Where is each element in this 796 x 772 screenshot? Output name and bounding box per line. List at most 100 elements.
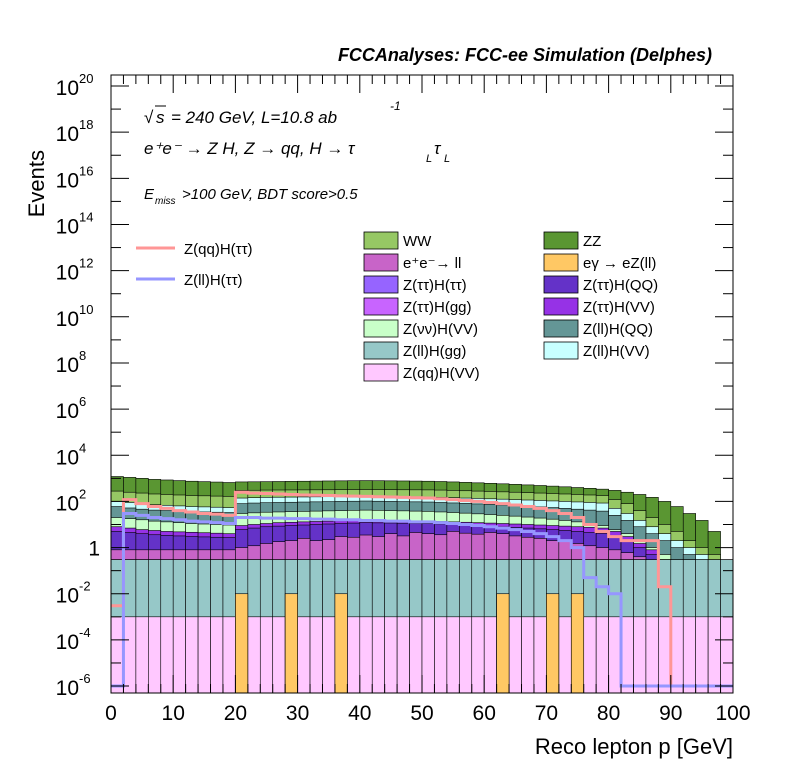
energy-lumi-text: = 240 GeV, L=10.8 ab bbox=[171, 108, 337, 127]
bar-zqq_hvv-24 bbox=[409, 616, 423, 694]
bar-egamma-5 bbox=[570, 593, 585, 694]
sqrt-s-symbol: s bbox=[156, 108, 165, 127]
y-tick-exponent: 14 bbox=[79, 209, 93, 224]
y-tick-label: 10 bbox=[56, 400, 79, 423]
bar-zqq_hvv-8 bbox=[210, 616, 224, 694]
y-tick-label: 10 bbox=[56, 354, 79, 377]
selection-text: >100 GeV, BDT score>0.5 bbox=[182, 186, 358, 203]
bar-zqq_hvv-20 bbox=[359, 616, 373, 694]
y-tick-label: 10 bbox=[56, 262, 79, 285]
bar-zqq_hvv-3 bbox=[148, 616, 162, 694]
x-tick-label: 70 bbox=[535, 702, 558, 725]
legend-label: Z(νν)H(VV) bbox=[403, 321, 478, 338]
x-tick-label: 50 bbox=[410, 702, 433, 725]
legend-swatch bbox=[543, 275, 579, 294]
bar-zqq_hvv-29 bbox=[471, 616, 485, 694]
legend-label: Z(ττ)H(gg) bbox=[403, 299, 472, 316]
bar-zqq_hvv-28 bbox=[459, 616, 473, 694]
y-tick-label: 10 bbox=[56, 631, 79, 654]
emiss-subscript: miss bbox=[155, 196, 176, 207]
bar-zqq_hvv-23 bbox=[396, 616, 410, 694]
x-ticks: 0 10 20 30 40 50 60 70 80 90 100 bbox=[105, 75, 751, 725]
legend-label: Z(ττ)H(VV) bbox=[583, 299, 655, 316]
y-tick-label: 1 bbox=[88, 538, 100, 561]
bar-zqq_hvv-40 bbox=[608, 616, 622, 694]
y-tick-label: 10 bbox=[56, 308, 79, 331]
legend-label: Z(ll)H(QQ) bbox=[583, 321, 653, 338]
process-annotation: e⁺e⁻ → Z H, Z → qq, H → τ L τ L bbox=[144, 139, 450, 165]
y-tick-exponent: 6 bbox=[79, 394, 86, 409]
bar-zqq_hvv-34 bbox=[533, 616, 547, 694]
y-tick-label: 10 bbox=[56, 677, 79, 700]
y-tick-exponent: -4 bbox=[79, 625, 91, 640]
y-tick-label: 10 bbox=[56, 492, 79, 515]
legend-swatch bbox=[543, 253, 579, 272]
y-tick-label: 10 bbox=[56, 215, 79, 238]
x-tick-label: 0 bbox=[105, 702, 117, 725]
legend-signal-label: Z(qq)H(ττ) bbox=[184, 241, 253, 258]
legend-swatch bbox=[363, 231, 399, 250]
bar-zqq_hvv-0 bbox=[110, 616, 124, 694]
legend-label: e⁺e⁻→ ll bbox=[403, 255, 461, 272]
bar-zqq_hvv-16 bbox=[309, 616, 323, 694]
bar-zqq_hvv-17 bbox=[322, 616, 336, 694]
bar-zqq_hvv-22 bbox=[384, 616, 398, 694]
bar-zqq_hvv-32 bbox=[508, 616, 522, 694]
x-tick-label: 10 bbox=[162, 702, 185, 725]
y-tick-exponent: 12 bbox=[79, 256, 93, 271]
bar-zqq_hvv-36 bbox=[558, 616, 572, 694]
bar-zqq_hvv-39 bbox=[595, 616, 609, 694]
bar-zqq_hvv-44 bbox=[658, 616, 672, 694]
bar-zqq_hvv-47 bbox=[695, 616, 709, 694]
legend-label: Z(ττ)H(ττ) bbox=[403, 277, 467, 294]
bar-zqq_hvv-11 bbox=[247, 616, 261, 694]
legend-swatch bbox=[363, 341, 399, 360]
x-tick-label: 60 bbox=[473, 702, 496, 725]
y-tick-exponent: 2 bbox=[79, 486, 86, 501]
selection-annotation: E miss >100 GeV, BDT score>0.5 bbox=[144, 186, 358, 207]
tau2-subscript: L bbox=[444, 153, 450, 165]
y-tick-exponent: -6 bbox=[79, 671, 91, 686]
bar-zqq_hvv-45 bbox=[670, 616, 684, 694]
bar-zqq_hvv-2 bbox=[135, 616, 149, 694]
legend-swatch bbox=[363, 297, 399, 316]
x-tick-label: 40 bbox=[348, 702, 371, 725]
x-tick-label: 80 bbox=[597, 702, 620, 725]
legend-label: Z(ττ)H(QQ) bbox=[583, 277, 658, 294]
legend-label: Z(ll)H(gg) bbox=[403, 343, 466, 360]
bar-egamma-4 bbox=[546, 593, 560, 694]
tau2-symbol: τ bbox=[434, 139, 442, 158]
y-axis-label: Events bbox=[24, 150, 49, 217]
bar-zqq_hvv-27 bbox=[446, 616, 460, 694]
legend-label: ZZ bbox=[583, 233, 601, 250]
y-tick-label: 10 bbox=[56, 123, 79, 146]
bar-zqq_hvv-12 bbox=[259, 616, 274, 694]
bar-zqq_hvv-33 bbox=[521, 616, 535, 694]
bar-egamma-2 bbox=[334, 593, 348, 694]
bar-zqq_hvv-21 bbox=[371, 616, 385, 694]
bar-zqq_hvv-25 bbox=[421, 616, 435, 694]
emiss-symbol: E bbox=[144, 186, 155, 203]
legend-swatch bbox=[543, 231, 579, 250]
x-tick-label: 90 bbox=[659, 702, 682, 725]
legend-label: Z(ll)H(VV) bbox=[583, 343, 650, 360]
x-tick-label: 30 bbox=[286, 702, 309, 725]
lumi-exponent: -1 bbox=[390, 99, 401, 113]
legend-swatch bbox=[543, 341, 579, 360]
bar-zqq_hvv-48 bbox=[707, 616, 721, 694]
y-tick-exponent: 20 bbox=[79, 71, 93, 86]
y-tick-exponent: -2 bbox=[79, 579, 91, 594]
svg-text:√: √ bbox=[144, 108, 154, 127]
chart-title: FCCAnalyses: FCC-ee Simulation (Delphes) bbox=[338, 45, 712, 65]
bar-zqq_hvv-26 bbox=[434, 616, 448, 694]
bar-egamma-0 bbox=[235, 593, 249, 694]
legend-label: WW bbox=[403, 233, 432, 250]
bar-zqq_hvv-5 bbox=[172, 616, 186, 694]
y-tick-label: 10 bbox=[56, 169, 79, 192]
bar-zqq_hvv-13 bbox=[272, 616, 286, 694]
legend-label: Z(qq)H(VV) bbox=[403, 365, 480, 382]
y-tick-exponent: 8 bbox=[79, 348, 86, 363]
y-tick-exponent: 10 bbox=[79, 302, 93, 317]
bar-zqq_hvv-19 bbox=[347, 616, 361, 694]
